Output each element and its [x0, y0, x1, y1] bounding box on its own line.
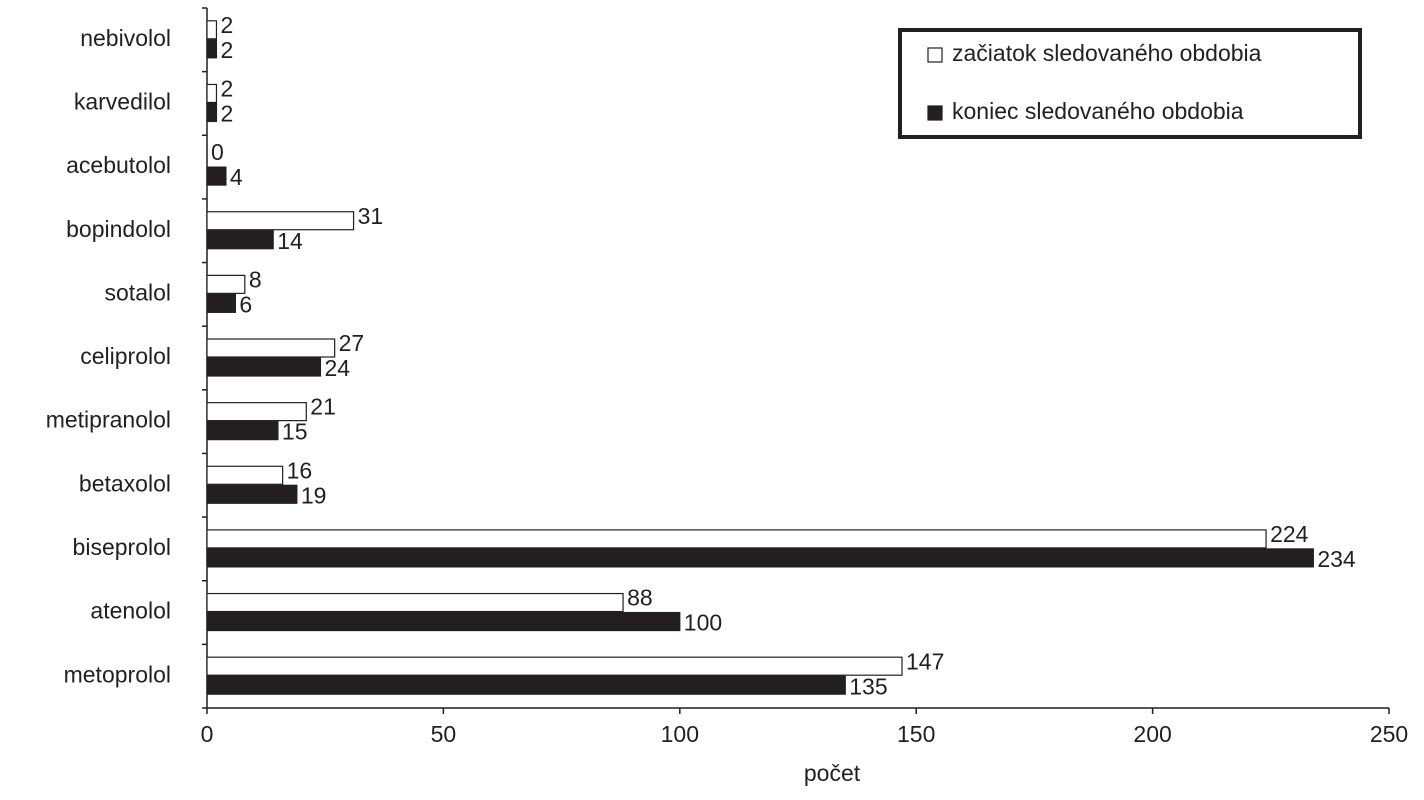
- x-tick-label: 200: [1133, 721, 1171, 747]
- y-tick-label: acebutolol: [66, 152, 171, 178]
- bar: [206, 402, 307, 422]
- bar: [206, 166, 227, 186]
- data-label: 2: [220, 76, 233, 102]
- data-label: 0: [211, 139, 224, 165]
- data-label: 16: [287, 457, 313, 483]
- data-label: 2: [220, 12, 233, 38]
- y-tick-label: atenolol: [90, 598, 171, 624]
- data-label: 224: [1270, 521, 1309, 547]
- legend-label: začiatok sledovaného obdobia: [952, 40, 1262, 66]
- legend-label: koniec sledovaného obdobia: [952, 98, 1244, 124]
- bar: [206, 102, 218, 123]
- bar: [206, 20, 218, 40]
- x-axis-label: počet: [804, 760, 861, 786]
- bar: [206, 675, 846, 695]
- data-label: 2: [220, 37, 233, 63]
- bar: [206, 357, 322, 377]
- y-tick-label: bopindolol: [66, 216, 171, 242]
- data-label: 234: [1317, 546, 1356, 572]
- y-tick-label: celiprolol: [80, 343, 171, 369]
- bar: [206, 465, 284, 485]
- x-tick-label: 0: [201, 721, 214, 747]
- data-label: 14: [277, 228, 303, 254]
- data-label: 135: [849, 673, 887, 699]
- x-tick-label: 150: [897, 721, 935, 747]
- data-label: 24: [324, 355, 350, 381]
- bar: [206, 611, 681, 632]
- legend-box: [898, 28, 1362, 139]
- bar: [206, 274, 246, 294]
- legend-swatch: [927, 47, 943, 63]
- x-tick-label: 50: [431, 721, 457, 747]
- y-tick-label: nebivolol: [80, 25, 171, 51]
- y-tick-label: biseprolol: [73, 534, 171, 560]
- bar: [206, 83, 218, 104]
- bar: [206, 39, 218, 59]
- x-tick-label: 100: [661, 721, 699, 747]
- y-tick-label: metoprolol: [64, 661, 171, 687]
- bar: [206, 338, 336, 358]
- bar: [206, 293, 236, 313]
- bar: [206, 529, 1267, 549]
- data-label: 19: [301, 482, 327, 508]
- bar: [206, 484, 298, 504]
- x-tick-label: 250: [1370, 721, 1408, 747]
- bar: [206, 230, 274, 250]
- y-tick-label: betaxolol: [79, 470, 171, 496]
- bar: [206, 592, 624, 613]
- bar: [206, 211, 355, 231]
- data-label: 4: [230, 164, 243, 190]
- data-label: 27: [339, 330, 365, 356]
- data-label: 2: [220, 101, 233, 127]
- bar: [206, 421, 279, 441]
- bar: [206, 548, 1314, 568]
- data-label: 15: [282, 419, 308, 445]
- y-tick-label: metipranolol: [46, 407, 171, 433]
- data-label: 147: [906, 648, 944, 674]
- bar: [206, 656, 903, 676]
- data-label: 8: [249, 266, 262, 292]
- y-tick-label: sotalol: [105, 279, 171, 305]
- data-label: 21: [310, 394, 336, 420]
- data-label: 31: [358, 203, 384, 229]
- data-label: 6: [239, 291, 252, 317]
- data-label: 100: [684, 610, 722, 636]
- y-tick-label: karvedilol: [74, 89, 171, 115]
- legend-swatch: [927, 105, 943, 121]
- data-label: 88: [627, 585, 653, 611]
